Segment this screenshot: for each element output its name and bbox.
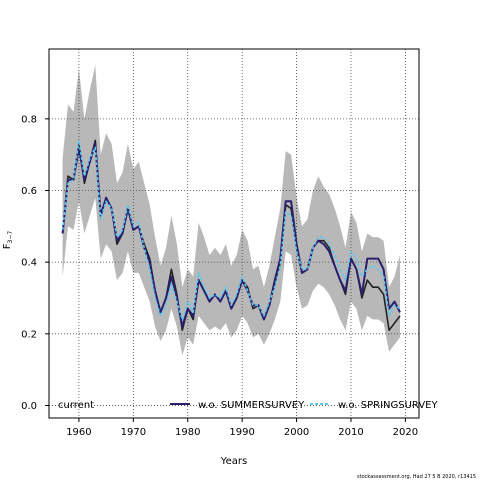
legend: current w.o. SUMMERSURVEY w.o. SPRINGSURVE… xyxy=(58,400,438,411)
svg-text:F3−7: F3−7 xyxy=(2,231,14,250)
x-axis-ticks: 1960 1970 1980 1990 2000 2010 2020 xyxy=(66,418,418,438)
plot-frame xyxy=(48,48,420,419)
x-tick-label: 2010 xyxy=(338,427,363,438)
series-line-1 xyxy=(61,142,401,328)
x-tick-label: 2020 xyxy=(393,427,418,438)
y-tick-label: 0.6 xyxy=(21,186,37,197)
x-tick-label: 1970 xyxy=(121,427,146,438)
x-tick-label: 1960 xyxy=(66,427,91,438)
legend-label-2: w.o. SPRINGSURVEY xyxy=(338,400,438,411)
y-axis-ticks: 0.0 0.2 0.4 0.6 0.8 xyxy=(21,114,49,412)
y-axis-label-main: F xyxy=(2,243,13,249)
series-line-2 xyxy=(61,139,401,321)
y-axis-label-sub: 3−7 xyxy=(7,231,14,244)
x-axis-label: Years xyxy=(220,456,247,467)
y-axis-label: F3−7 xyxy=(2,231,14,250)
y-tick-label: 0.0 xyxy=(21,401,37,412)
footer-credit: stockassessment.org, Had 27 5 B 2020, r1… xyxy=(357,474,476,480)
confidence-band xyxy=(62,65,400,356)
legend-label-0: current xyxy=(58,400,94,411)
y-tick-label: 0.2 xyxy=(21,329,37,340)
y-tick-label: 0.4 xyxy=(21,258,37,269)
series-layer xyxy=(61,139,401,332)
y-tick-label: 0.8 xyxy=(21,114,37,125)
x-tick-label: 1990 xyxy=(229,427,254,438)
x-tick-label: 1980 xyxy=(175,427,200,438)
legend-label-1: w.o. SUMMERSURVEY xyxy=(198,400,305,411)
x-tick-label: 2000 xyxy=(284,427,309,438)
confidence-band-layer xyxy=(62,65,400,356)
